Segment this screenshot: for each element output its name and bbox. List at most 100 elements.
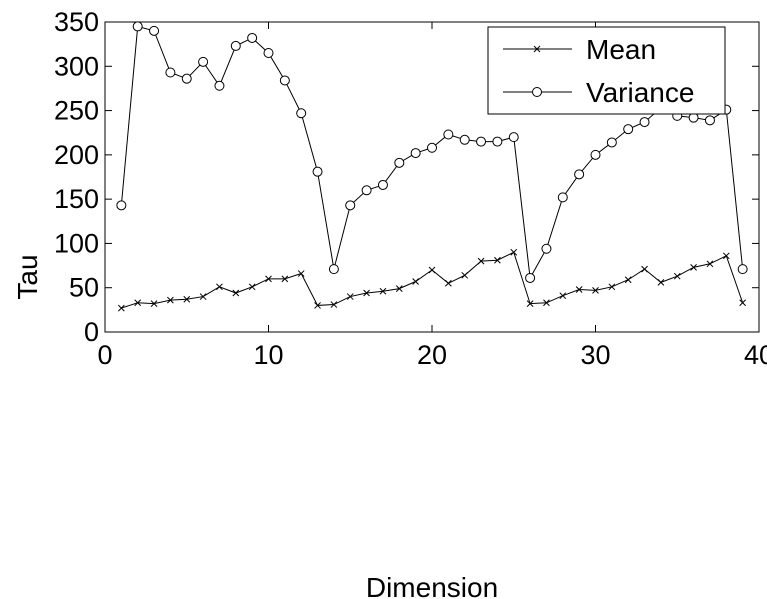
mean-point xyxy=(134,299,142,307)
mean-point xyxy=(117,304,125,312)
variance-point xyxy=(525,272,536,283)
y-axis: 0 50 100 150 200 250 300 350 xyxy=(54,7,759,347)
mean-point xyxy=(265,275,272,283)
y-tick-label: 200 xyxy=(54,140,99,170)
variance-point xyxy=(590,149,601,160)
variance-point xyxy=(377,179,388,190)
variance-point xyxy=(737,264,748,275)
mean-point xyxy=(395,285,403,292)
mean-point xyxy=(216,283,223,291)
variance-point xyxy=(606,137,617,148)
variance-point xyxy=(328,264,339,275)
mean-point xyxy=(657,279,665,286)
variance-point xyxy=(149,25,160,36)
y-tick-label: 350 xyxy=(54,7,99,37)
variance-point xyxy=(312,166,323,177)
variance-point xyxy=(296,108,307,119)
mean-point xyxy=(624,276,632,284)
mean-point xyxy=(281,275,289,283)
mean-point xyxy=(248,283,256,291)
legend-marker xyxy=(533,45,541,53)
variance-point xyxy=(476,136,487,147)
legend-box xyxy=(487,26,726,115)
variance-point xyxy=(410,148,421,159)
variance-point xyxy=(345,200,356,211)
legend-marker xyxy=(532,87,542,97)
mean-point xyxy=(722,252,730,260)
mean-point xyxy=(494,256,501,264)
mean-point xyxy=(379,287,387,295)
y-tick-label: 50 xyxy=(69,273,99,303)
mean-point xyxy=(199,293,207,300)
variance-point xyxy=(165,67,176,78)
x-tick-label: 40 xyxy=(744,340,767,370)
mean-point xyxy=(444,279,452,287)
variance-point xyxy=(214,80,225,91)
mean-point xyxy=(526,300,534,308)
variance-point xyxy=(492,136,503,147)
mean-point xyxy=(183,295,191,303)
legend-label: Mean xyxy=(586,34,656,65)
variance-point xyxy=(508,132,519,143)
mean-point xyxy=(706,260,714,268)
y-tick-label: 0 xyxy=(84,317,99,347)
mean-point xyxy=(592,287,599,294)
variance-point xyxy=(198,56,209,67)
variance-point xyxy=(704,115,715,126)
variance-point xyxy=(623,124,634,135)
mean-point xyxy=(739,299,747,307)
legend-item-variance: Variance xyxy=(503,77,694,108)
variance-point xyxy=(279,75,290,86)
mean-point xyxy=(673,272,681,280)
mean-point xyxy=(167,296,174,304)
x-tick-label: 0 xyxy=(97,340,112,370)
x-axis-title: Dimension xyxy=(366,572,498,599)
y-axis-title: Tau xyxy=(12,254,43,299)
mean-point xyxy=(559,292,567,300)
mean-point xyxy=(314,302,321,309)
variance-point xyxy=(116,200,127,211)
variance-point xyxy=(639,117,650,128)
x-tick-label: 30 xyxy=(580,340,610,370)
x-tick-label: 10 xyxy=(253,340,283,370)
variance-point xyxy=(394,157,405,168)
mean-point xyxy=(412,278,420,285)
variance-point xyxy=(263,48,274,58)
variance-point xyxy=(574,169,585,180)
variance-point xyxy=(132,21,143,32)
y-tick-label: 250 xyxy=(54,96,99,126)
mean-point xyxy=(608,283,616,291)
mean-point xyxy=(477,257,485,265)
mean-point xyxy=(363,289,370,297)
mean-point xyxy=(297,270,305,277)
variance-point xyxy=(230,40,241,51)
mean-point xyxy=(690,263,697,271)
legend-item-mean: Mean xyxy=(503,34,656,65)
variance-point xyxy=(181,73,192,84)
mean-point xyxy=(461,271,469,279)
variance-point xyxy=(427,142,437,153)
legend: Mean Variance xyxy=(487,26,726,115)
x-tick-label: 20 xyxy=(417,340,447,370)
x-axis: 0 10 20 30 40 xyxy=(97,22,767,370)
mean-point xyxy=(428,266,436,274)
mean-point xyxy=(575,286,583,293)
variance-point xyxy=(541,243,552,254)
mean-point xyxy=(510,248,518,256)
variance-point xyxy=(688,112,699,123)
mean-point xyxy=(330,301,338,308)
mean-point xyxy=(232,289,240,297)
mean-point xyxy=(346,293,354,300)
mean-point xyxy=(150,300,158,308)
legend-label: Variance xyxy=(586,77,694,108)
variance-point xyxy=(459,134,470,145)
series-mean xyxy=(117,248,747,312)
variance-point xyxy=(443,129,454,140)
y-tick-label: 150 xyxy=(54,184,99,214)
mean-point xyxy=(641,265,648,273)
mean-point xyxy=(543,299,550,307)
variance-point xyxy=(361,185,372,196)
variance-point xyxy=(557,192,568,203)
variance-point xyxy=(247,32,258,43)
